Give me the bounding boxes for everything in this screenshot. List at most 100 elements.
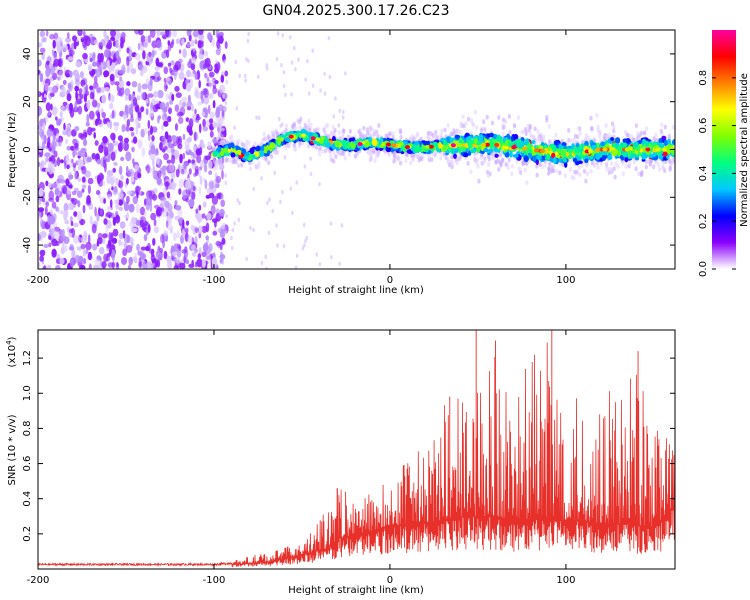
noise-point [159,196,167,202]
halo-point [384,133,388,139]
noise-point [43,244,49,248]
spectrogram-y-label: Frequency (Hz) [7,112,18,188]
noise-point [304,77,308,82]
noise-point [170,135,177,142]
noise-point [72,162,77,168]
noise-point [43,93,47,99]
noise-point [167,224,174,231]
halo-point [337,130,341,135]
noise-point [38,233,41,242]
noise-point [163,153,169,161]
noise-point [48,197,55,202]
noise-point [102,136,108,144]
noise-point [172,30,178,38]
noise-point [169,99,174,105]
noise-point [217,122,221,128]
noise-point [159,141,163,151]
noise-point [70,145,75,151]
halo-point [440,128,444,134]
noise-point [150,212,157,221]
noise-point [188,198,195,208]
noise-point [174,85,180,92]
halo-point [353,153,357,159]
halo-point [446,122,450,128]
noise-point [109,199,113,208]
noise-point [291,210,294,216]
halo-point [658,167,662,172]
band-point [622,141,627,148]
noise-point [159,102,166,110]
noise-point [62,101,68,106]
halo-point [472,122,476,128]
band-point [516,151,521,156]
band-point [601,155,606,161]
noise-point [244,78,247,83]
halo-point [219,163,223,169]
noise-point [82,258,87,265]
noise-point [281,33,285,38]
noise-point [207,104,211,115]
noise-point [130,176,135,183]
noise-point [257,115,261,121]
x-tick-label: 100 [556,575,575,586]
noise-point [144,35,148,43]
noise-point [170,145,175,154]
band-point [494,153,499,158]
halo-point [510,171,514,177]
noise-point [189,129,193,136]
noise-point [175,92,182,98]
noise-point [148,51,152,58]
noise-point [340,223,344,228]
noise-point [206,212,212,221]
halo-point [293,125,297,131]
noise-point [98,246,105,255]
noise-point [74,254,80,264]
noise-point [147,35,152,43]
band-point [523,155,529,163]
halo-point [312,128,317,134]
noise-point [133,171,139,181]
band-point [463,152,469,158]
y-tick-label: 0.6 [22,456,33,472]
noise-point [260,260,264,266]
noise-point [106,211,113,218]
noise-point [204,163,208,173]
halo-point [373,158,377,163]
band-point [381,141,386,147]
noise-point [110,132,116,141]
noise-point [194,235,198,245]
noise-point [91,99,98,108]
noise-point [175,38,181,45]
noise-point [201,96,205,104]
noise-point [65,73,70,78]
halo-point [612,124,616,130]
noise-point [49,33,55,40]
halo-point [621,171,625,177]
halo-point [592,163,597,169]
noise-point [219,37,224,45]
halo-point [573,133,578,139]
noise-point [178,71,185,81]
noise-point [128,49,133,57]
halo-point [547,124,552,129]
noise-point [137,42,141,51]
band-point [331,143,336,150]
noise-point [63,202,69,212]
band-point [546,153,551,161]
noise-point [120,156,125,162]
halo-point [585,171,590,177]
noise-point [42,122,46,131]
band-point [402,144,406,151]
noise-point [82,52,88,60]
noise-point [101,111,107,119]
noise-point [125,151,132,162]
noise-point [114,81,120,86]
noise-point [86,99,91,110]
band-point [577,160,583,164]
noise-point [96,159,102,165]
halo-point [592,137,596,143]
noise-point [115,177,119,185]
noise-point [134,252,138,261]
noise-point [38,124,43,130]
halo-point [497,167,501,172]
